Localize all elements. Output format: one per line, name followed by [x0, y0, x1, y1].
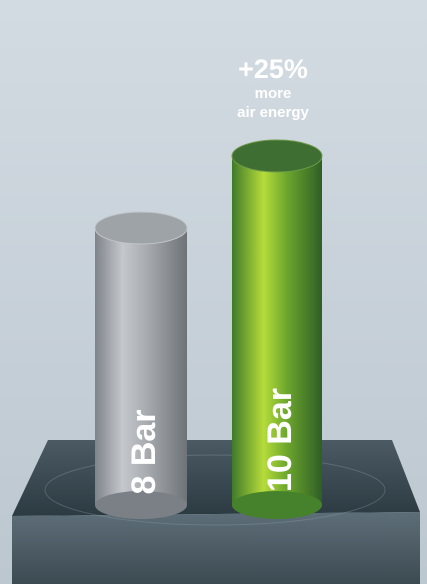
annotation-line: air energy [237, 104, 309, 121]
annotation-line: more [255, 85, 292, 102]
cylinder-base [232, 491, 322, 519]
green-cylinder [231, 139, 323, 519]
gray-cylinder [94, 211, 188, 519]
cylinder-base [95, 491, 187, 519]
pedestal-front [12, 512, 420, 584]
cylinder-body [232, 156, 322, 505]
pedestal-top [12, 440, 420, 516]
bar-label: 8 Bar [125, 409, 163, 494]
annotation-headline: +25% [238, 54, 308, 84]
cylinder-body [95, 228, 187, 505]
pedestal-ring [44, 454, 386, 526]
bar-label: 10 Bar [261, 388, 299, 492]
cylinder-top [94, 211, 188, 245]
cylinder-top [231, 139, 323, 173]
